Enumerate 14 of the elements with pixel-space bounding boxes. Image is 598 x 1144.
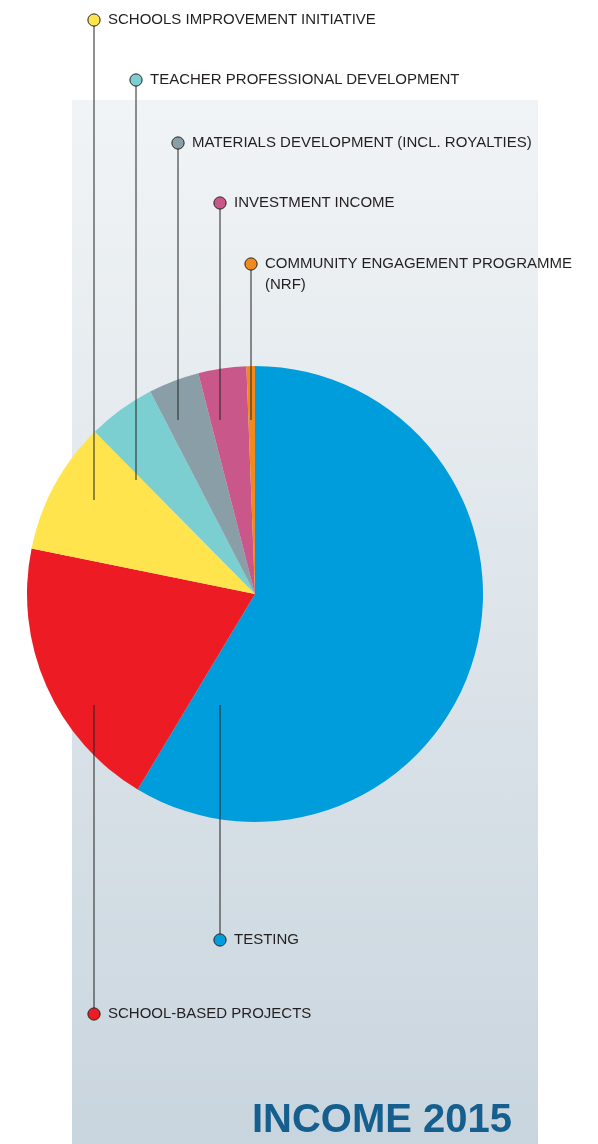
pie-slice xyxy=(27,548,255,790)
legend-label: SCHOOL-BASED PROJECTS xyxy=(108,1004,312,1021)
pie-slice xyxy=(150,373,255,594)
text: INCOME 2015 xyxy=(251,1096,512,1140)
pie-slice xyxy=(198,366,255,594)
pie-slice xyxy=(94,391,255,594)
legend-label: TESTING xyxy=(234,930,300,947)
legend-label: COMMUNITY ENGAGEMENT PROGRAMME (NRF) xyxy=(265,254,572,292)
pie-slice xyxy=(31,431,255,594)
pie-slice xyxy=(137,366,483,822)
legend-label: MATERIALS DEVELOPMENT (INCL. ROYALTIES) xyxy=(192,133,532,150)
legend-label: SCHOOLS IMPROVEMENT INITIATIVE xyxy=(108,10,376,27)
legend-label: INVESTMENT INCOME xyxy=(234,193,395,210)
legend-label: TEACHER PROFESSIONAL DEVELOPMENT xyxy=(150,70,460,87)
